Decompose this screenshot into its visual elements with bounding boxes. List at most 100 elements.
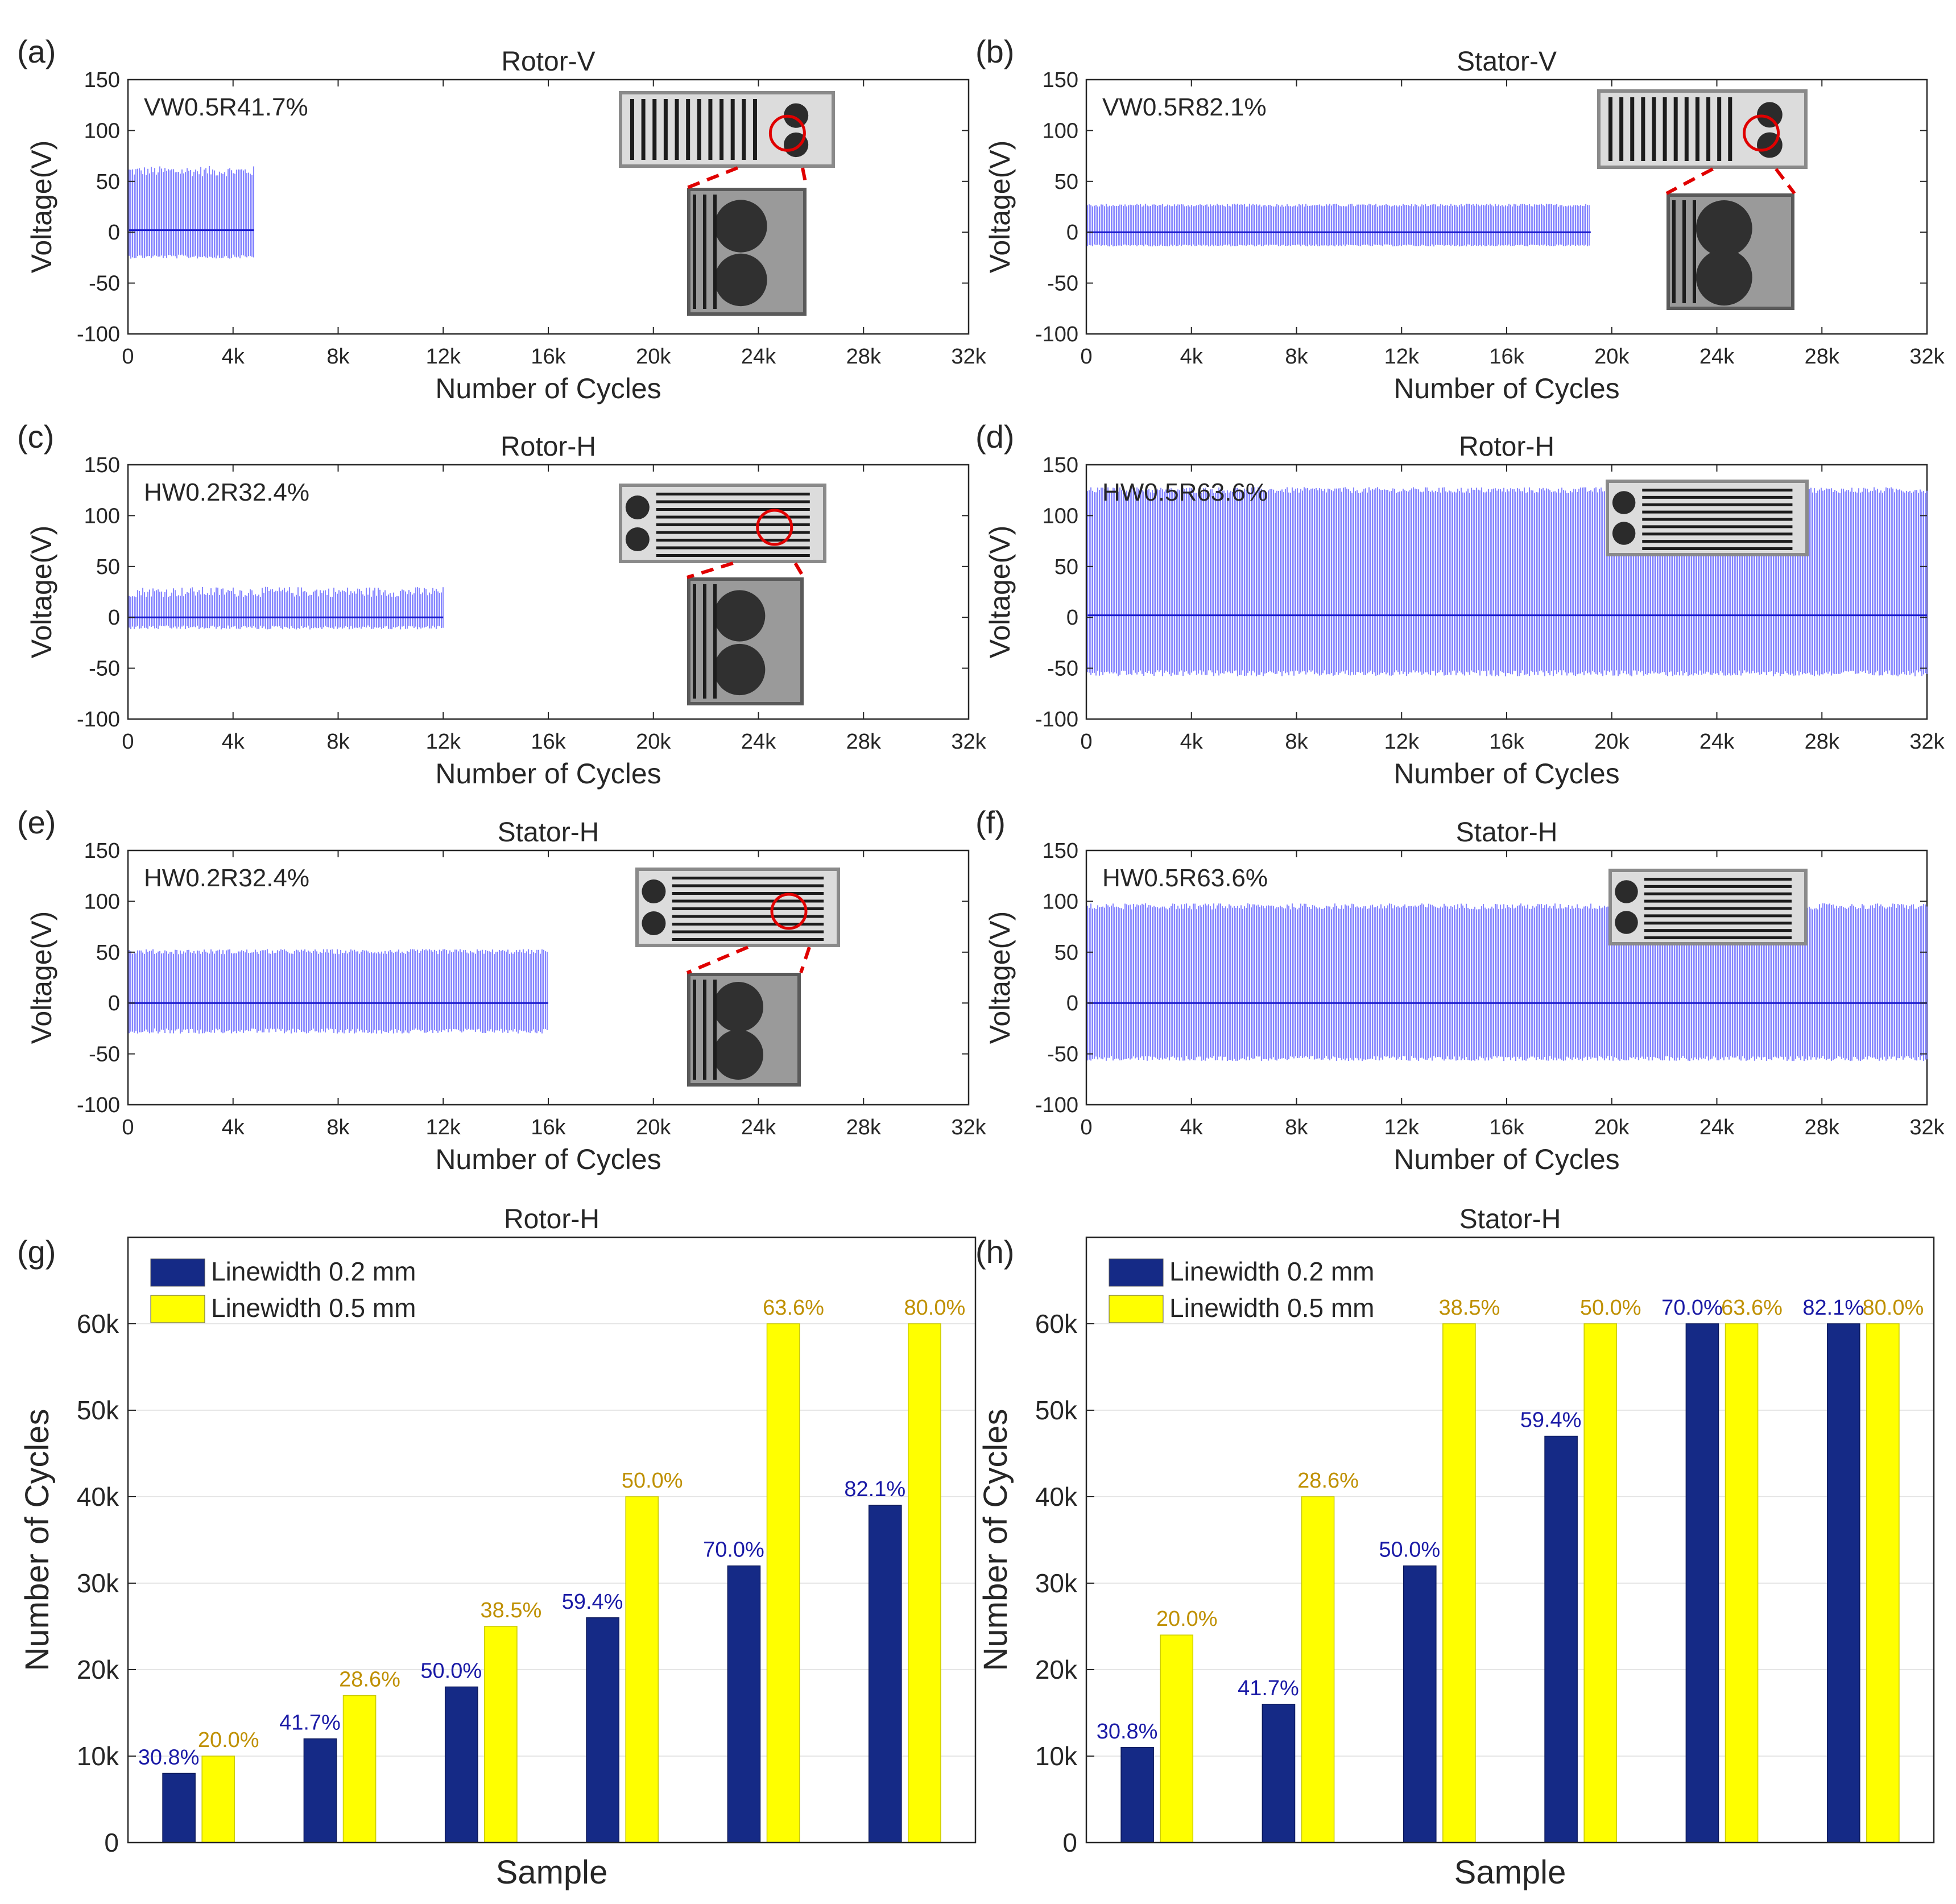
stator-h-intact-photo-electrode-line — [1644, 936, 1792, 939]
bar-data-label: 59.4% — [1520, 1409, 1582, 1432]
bar-data-label: 20.0% — [198, 1728, 259, 1752]
stator-v-photo-electrode-line — [1717, 97, 1722, 161]
y-tick-label: -100 — [1035, 323, 1078, 346]
y-tick-label: -100 — [77, 1093, 120, 1117]
bar-linewidth-02 — [586, 1617, 619, 1843]
y-tick-label: 50 — [96, 941, 120, 965]
bar-data-label: 50.0% — [622, 1469, 683, 1493]
x-tick-label: 0 — [1080, 730, 1092, 754]
stator-h-zoom — [687, 973, 801, 1087]
y-axis-label: Number of Cycles — [19, 1409, 56, 1671]
bar-panel-0: 0 10k 20k 30k 40k 50k 60k 30.8% 41.7% 50.0% 59.4% 7… — [17, 1204, 977, 1891]
rotor-v-photo-electrode-line — [675, 99, 679, 160]
x-tick-label: 0 — [122, 730, 134, 754]
voltage-panel-4: 0 4k 8k 12k 16k 20k 24k 28k 32k -100 -50 0 50 100 150 S… — [17, 804, 987, 1175]
x-tick-label: 8k — [326, 730, 350, 754]
y-tick-label: 150 — [1043, 453, 1078, 477]
stator-v-photo-electrode-line — [1663, 97, 1667, 161]
rotor-h-intact-photo-electrode-line — [1642, 532, 1793, 536]
y-tick-label: 0 — [108, 606, 120, 630]
y-axis-label: Voltage(V) — [984, 911, 1016, 1044]
x-axis-label: Number of Cycles — [435, 1143, 661, 1175]
rotor-h-intact-photo-electrode-line — [1642, 518, 1793, 521]
y-tick-label: 100 — [1043, 890, 1078, 914]
rotor-h-photo-electrode-line — [656, 493, 810, 495]
rotor-v-photo-electrode-line — [641, 99, 646, 160]
stator-h-intact-photo-electrode-line — [1644, 885, 1792, 888]
x-tick-label: 12k — [426, 730, 461, 754]
bar-linewidth-02 — [1544, 1435, 1578, 1843]
x-tick-label: 20k — [1594, 345, 1630, 369]
rotor-h-intact-photo-electrode-line — [1642, 495, 1793, 499]
x-tick-label: 4k — [1180, 1116, 1204, 1139]
x-tick-label: 24k — [1699, 1116, 1735, 1139]
rotor-v-photo — [619, 91, 835, 168]
plot-frame — [1085, 1236, 1935, 1844]
bar-data-label: 63.6% — [763, 1296, 824, 1320]
x-tick-label: 4k — [222, 345, 245, 369]
rotor-h-photo-electrode-line — [656, 500, 810, 503]
x-tick-label: 32k — [1909, 1116, 1945, 1139]
x-tick-label: 8k — [1285, 345, 1308, 369]
bar-data-label: 50.0% — [420, 1659, 482, 1683]
bar-linewidth-02 — [162, 1773, 196, 1843]
x-axis-label: Number of Cycles — [1393, 758, 1619, 790]
x-axis-label: Sample — [1454, 1854, 1566, 1891]
bar-linewidth-05 — [201, 1756, 235, 1843]
stator-h-photo-electrode-line — [672, 892, 824, 895]
y-tick-label: 150 — [84, 453, 120, 477]
y-tick-label: 50 — [1054, 555, 1078, 579]
y-axis-label: Voltage(V) — [984, 141, 1016, 273]
stator-h-intact-photo-electrode-line — [1644, 899, 1792, 903]
stator-v-photo-electrode-line — [1652, 97, 1656, 161]
rotor-h-photo-electrode-line — [656, 515, 810, 519]
rotor-h-intact-photo-electrode-line — [1642, 525, 1793, 528]
magnet-icon — [625, 495, 650, 519]
y-tick-label: 0 — [108, 992, 120, 1015]
x-tick-label: 28k — [1805, 345, 1840, 369]
chart-title: Stator-V — [1457, 47, 1557, 77]
magnet-icon — [1612, 522, 1636, 545]
bar-linewidth-05 — [766, 1323, 800, 1843]
y-axis-label: Number of Cycles — [977, 1409, 1014, 1671]
x-tick-label: 16k — [1489, 1116, 1524, 1139]
y-tick-label: -100 — [77, 708, 120, 732]
y-tick-label: 10k — [77, 1741, 119, 1771]
x-tick-label: 20k — [1594, 1116, 1630, 1139]
stator-h-photo-electrode-line — [672, 899, 824, 903]
x-tick-label: 8k — [1285, 730, 1308, 754]
bar-linewidth-02 — [444, 1686, 478, 1843]
x-tick-label: 0 — [1080, 1116, 1092, 1139]
y-tick-label: 100 — [1043, 504, 1078, 528]
chart-title: Rotor-H — [1459, 432, 1554, 462]
magnet-icon — [642, 911, 666, 935]
rotor-v-zoom — [687, 188, 807, 316]
bar-data-label: 38.5% — [1439, 1296, 1500, 1320]
x-axis-label: Sample — [496, 1854, 608, 1891]
x-tick-label: 0 — [122, 1116, 134, 1139]
chart-title: Stator-H — [1456, 817, 1558, 848]
plot-frame — [127, 1236, 977, 1844]
bar-data-label: 70.0% — [1661, 1296, 1723, 1320]
damage-circle-icon — [1743, 114, 1780, 152]
y-axis-label: Voltage(V) — [26, 526, 57, 658]
voltage-series — [1087, 903, 1928, 1062]
stator-v-zoom-electrode-line — [1693, 200, 1696, 303]
plot-frame — [127, 464, 970, 720]
y-tick-label: -100 — [77, 323, 120, 346]
voltage-series — [129, 949, 548, 1034]
y-tick-label: -50 — [89, 657, 120, 681]
legend: Linewidth 0.2 mm Linewidth 0.5 mm — [150, 1257, 416, 1323]
rotor-h-photo — [619, 484, 826, 563]
bar-data-label: 41.7% — [279, 1711, 341, 1735]
bar-linewidth-05 — [1866, 1323, 1900, 1843]
panel-label: (c) — [17, 419, 54, 455]
y-tick-label: 0 — [1066, 221, 1078, 245]
magnet-icon — [714, 200, 767, 253]
rotor-v-photo-electrode-line — [719, 99, 724, 160]
y-tick-label: 10k — [1035, 1741, 1078, 1771]
voltage-panel-3: 0 4k 8k 12k 16k 20k 24k 28k 32k -100 -50 0 50 100 150 R… — [975, 419, 1945, 790]
y-tick-label: 0 — [1066, 606, 1078, 630]
legend-swatch — [1109, 1258, 1164, 1287]
stator-h-photo-electrode-line — [672, 907, 824, 910]
